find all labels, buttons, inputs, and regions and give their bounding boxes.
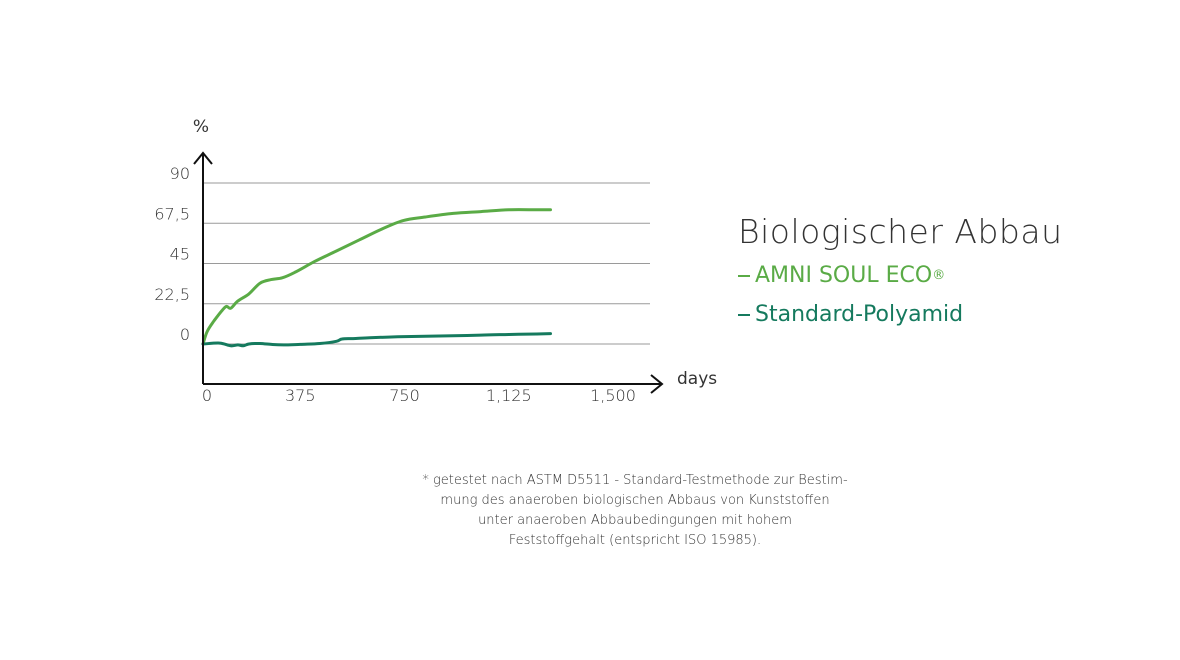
x-axis-unit-label: days — [677, 369, 717, 389]
legend-item-standard-polyamid: Standard-Polyamid — [738, 302, 1063, 327]
footnote: * getestet nach ASTM D5511 - Standard-Te… — [400, 471, 870, 551]
x-tick-label: 750 — [389, 386, 420, 405]
axes — [193, 151, 664, 394]
series-lines — [201, 208, 552, 348]
y-tick-label: 67,5 — [154, 204, 190, 223]
x-tick-label: 1,500 — [590, 386, 636, 405]
legend-label-amni-soul-eco: AMNI SOUL ECO — [755, 263, 933, 288]
y-tick-label: 22,5 — [154, 285, 190, 304]
legend-label-standard-polyamid: Standard-Polyamid — [755, 302, 964, 327]
y-tick-label: 0 — [180, 325, 190, 344]
tick-labels: 0 22,5 45 67,5 90 0 375 750 1,125 1,500 — [154, 164, 636, 405]
x-tick-label: 375 — [285, 386, 316, 405]
footnote-line: * getestet nach ASTM D5511 - Standard-Te… — [422, 473, 848, 488]
legend-item-amni-soul-eco: AMNI SOUL ECO ® — [738, 263, 1063, 288]
x-tick-label: 1,125 — [486, 386, 532, 405]
y-tick-label: 45 — [170, 245, 190, 264]
series-line-standard-polyamid — [201, 332, 552, 348]
x-axis-arrow — [650, 374, 664, 394]
footnote-line: Feststoffgehalt (entspricht ISO 15985). — [508, 533, 762, 548]
y-tick-label: 90 — [170, 164, 190, 183]
legend: Biologischer Abbau AMNI SOUL ECO ® Standa… — [738, 212, 1063, 341]
grid-lines — [203, 182, 650, 345]
legend-swatch-amni-soul-eco — [738, 274, 750, 277]
footnote-line: unter anaeroben Abbaubedingungen mit hoh… — [478, 513, 792, 528]
y-axis-unit-label: % — [193, 117, 209, 137]
legend-swatch-standard-polyamid — [738, 313, 750, 316]
y-axis-arrow — [193, 151, 213, 165]
series-line-amni-soul-eco — [201, 208, 552, 346]
x-tick-label: 0 — [202, 386, 212, 405]
chart-title: Biologischer Abbau — [738, 212, 1063, 251]
registered-mark: ® — [932, 268, 946, 283]
footnote-line: mung des anaeroben biologischen Abbaus v… — [440, 493, 830, 508]
